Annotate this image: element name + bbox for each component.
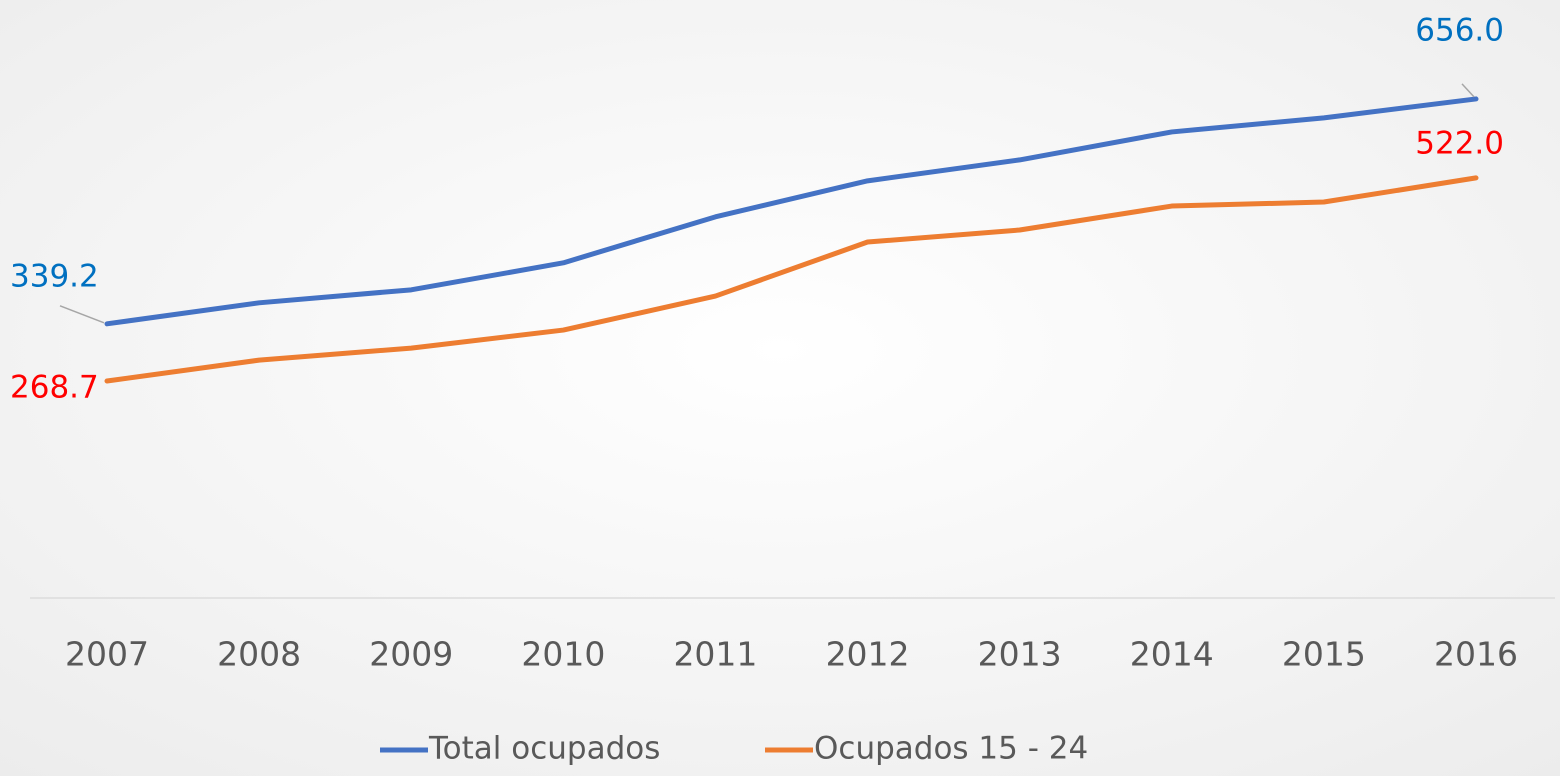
data-label: 522.0 xyxy=(1415,125,1504,161)
leader-line xyxy=(59,305,105,324)
data-label: 339.2 xyxy=(10,258,99,294)
data-label: 268.7 xyxy=(10,369,99,405)
data-label: 656.0 xyxy=(1415,12,1504,48)
x-tick-label: 2009 xyxy=(369,635,453,674)
leader-line xyxy=(1461,83,1475,98)
x-tick-label: 2013 xyxy=(978,635,1062,674)
series-line xyxy=(104,96,1479,327)
x-tick-label: 2014 xyxy=(1130,635,1214,674)
x-tick-label: 2007 xyxy=(65,635,149,674)
x-tick-label: 2015 xyxy=(1282,635,1366,674)
series-line xyxy=(104,175,1479,384)
x-tick-label: 2011 xyxy=(673,635,757,674)
x-tick-label: 2008 xyxy=(217,635,301,674)
legend-label: Total ocupados xyxy=(428,731,660,767)
legend-label: Ocupados 15 - 24 xyxy=(814,731,1088,767)
x-tick-label: 2010 xyxy=(521,635,605,674)
x-tick-label: 2012 xyxy=(826,635,910,674)
x-tick-label: 2016 xyxy=(1434,635,1518,674)
